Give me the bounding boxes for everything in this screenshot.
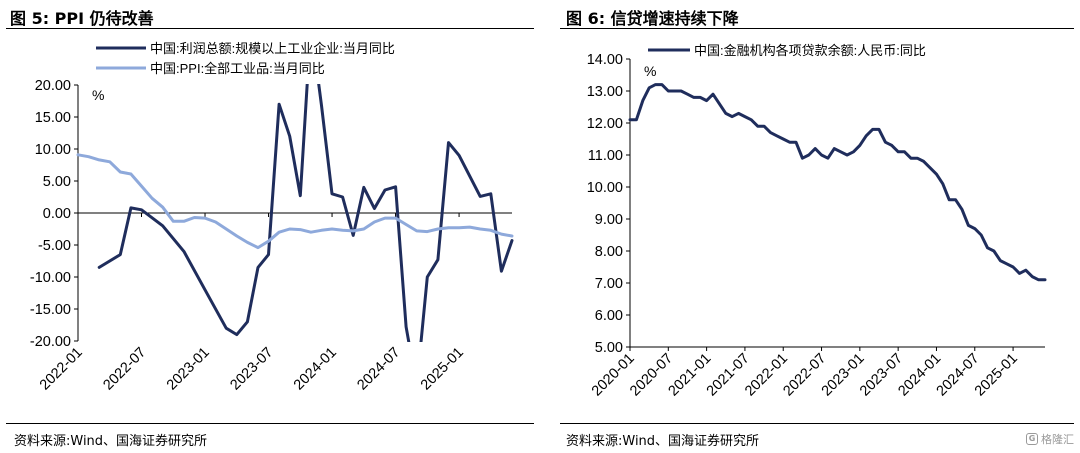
y-tick-label: 0.00: [43, 206, 71, 222]
y-tick-label: 15.00: [35, 110, 71, 126]
figure-6-title: 图 6: 信贷增速持续下降: [566, 9, 739, 28]
y-tick-label: -20.00: [30, 334, 71, 350]
x-tick-label: 2024-01: [291, 345, 340, 394]
figure-5-panel: 图 5: PPI 仍待改善 20.00 15.00 10.00 5.00 0.00 -5.…: [6, 9, 534, 449]
y-tick-label: 11.00: [588, 148, 623, 164]
y-tick-label: -15.00: [30, 302, 71, 318]
x-tick-label: 2023-01: [164, 345, 213, 394]
y-unit-label: %: [644, 63, 656, 79]
y-tick-label: 5.00: [595, 340, 623, 356]
y-tick-label: -5.00: [38, 238, 71, 254]
y-tick-label: 10.00: [35, 142, 71, 158]
y-tick-label: 10.00: [587, 180, 623, 196]
legend-label: 中国:金融机构各项贷款余额:人民币:同比: [694, 43, 926, 58]
x-tick-label: 2025-01: [972, 351, 1021, 400]
legend-label: 中国:PPI:全部工业品:当月同比: [150, 61, 325, 76]
x-tick-label: 2022-01: [37, 345, 86, 394]
figure-5-title: 图 5: PPI 仍待改善: [10, 9, 154, 28]
y-tick-label: 8.00: [595, 244, 623, 260]
title-divider: [560, 28, 1074, 29]
series-line-1: [76, 153, 514, 250]
source-divider: [6, 423, 534, 424]
y-tick-label: 6.00: [595, 308, 623, 324]
y-tick-label: -10.00: [30, 270, 71, 286]
figure-5-source: 资料来源:Wind、国海证券研究所: [14, 434, 208, 449]
x-tick-label: 2022-07: [100, 345, 149, 394]
y-tick-label: 13.00: [587, 84, 623, 100]
watermark-text: 格隆汇: [1041, 433, 1074, 446]
watermark: G 格隆汇: [1026, 431, 1074, 447]
legend-label: 中国:利润总额:规模以上工业企业:当月同比: [150, 41, 395, 56]
x-tick-label: 2025-01: [418, 345, 467, 394]
y-unit-label: %: [92, 87, 104, 103]
figure-5-chart: 20.00 15.00 10.00 5.00 0.00 -5.00 -10.00 -15.00…: [30, 41, 514, 394]
x-tick-label: 2024-07: [354, 345, 403, 394]
watermark-logo-icon: G: [1026, 433, 1038, 445]
y-tick-label: 5.00: [43, 174, 71, 190]
x-tick-label: 2023-07: [227, 345, 276, 394]
series-line-0: [97, 84, 514, 342]
y-tick-label: 20.00: [35, 78, 71, 94]
title-divider: [6, 28, 534, 29]
y-tick-label: 9.00: [595, 212, 623, 228]
y-tick-label: 12.00: [587, 116, 623, 132]
figure-6-source: 资料来源:Wind、国海证券研究所: [566, 434, 760, 449]
y-tick-label: 7.00: [595, 276, 623, 292]
figure-6-chart: 14.00 13.00 12.00 11.00 10.00 9.00 8.00 7.00 6.0…: [587, 43, 1047, 400]
figure-6-panel: 图 6: 信贷增速持续下降 14.00 13.00 12.00 11.00 10.00 9…: [540, 0, 1080, 453]
y-tick-label: 14.00: [587, 52, 623, 68]
source-divider: [560, 423, 1074, 424]
series-line-0: [628, 83, 1047, 282]
